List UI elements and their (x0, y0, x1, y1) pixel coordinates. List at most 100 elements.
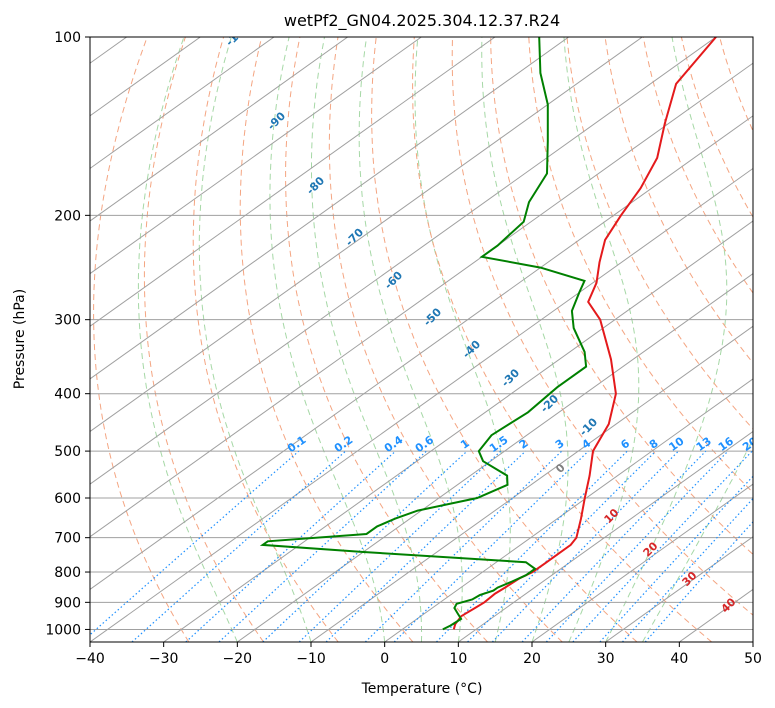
moist-adiabat (481, 37, 569, 642)
x-tick-label: 40 (670, 651, 688, 667)
mixing-ratio-line (262, 450, 468, 642)
mixing-ratio-label: 2 (517, 437, 531, 452)
y-axis-title: Pressure (hPa) (12, 289, 28, 389)
moist-adiabat (605, 37, 728, 642)
mixing-ratio-label: 0.2 (332, 433, 355, 455)
moist-adiabat (269, 37, 386, 642)
mixing-ratio-line (491, 450, 679, 642)
plot-area: 0.1 0.2 0.4 0.6 1 1.5 2 3 4 6 8 10 13 16 20-100-90-80-… (90, 20, 775, 642)
dry-adiabat-label: -40 (460, 338, 483, 361)
y-tick-label: 700 (54, 531, 81, 547)
dry-adiabat (528, 37, 753, 494)
dry-adiabats (93, 37, 775, 642)
sounding-series (259, 37, 717, 631)
dry-adiabat (371, 37, 638, 642)
isotherm (90, 37, 422, 275)
x-tick-label: −30 (149, 651, 179, 667)
x-tick-label: 0 (380, 651, 389, 667)
mixing-ratio-line (218, 450, 427, 642)
plot-frame (89, 36, 754, 643)
dry-adiabat (285, 37, 488, 642)
y-tick-label: 900 (54, 595, 81, 611)
mixing-ratio-line (545, 450, 729, 642)
dry-adiabat-label: 40 (719, 595, 739, 615)
dry-adiabat (719, 37, 753, 133)
mixing-ratio-label: 0.1 (285, 433, 308, 455)
mixing-ratio-line (90, 450, 300, 636)
dry-adiabat (143, 37, 264, 642)
x-tick-label: 30 (597, 651, 615, 667)
isotherm (531, 483, 753, 642)
isotherm (90, 167, 753, 642)
chart-title: wetPf2_GN04.2025.304.12.37.R24 (284, 11, 560, 31)
y-tick-label: 300 (54, 313, 81, 329)
mixing-ratio-line (467, 450, 657, 642)
isotherm (90, 37, 643, 433)
y-tick-label: 500 (54, 444, 81, 460)
x-tick-label: −20 (223, 651, 253, 667)
dry-adiabat (412, 37, 713, 642)
isotherm (90, 37, 717, 485)
x-tick-label: 20 (523, 651, 541, 667)
isotherm (90, 37, 496, 327)
mixing-ratio-label: 1 (458, 437, 472, 452)
dry-adiabat (566, 37, 753, 430)
x-tick-label: 10 (449, 651, 467, 667)
moist-adiabat (311, 37, 423, 642)
dry-adiabat-label: 20 (640, 539, 660, 559)
dry-adiabat (758, 37, 775, 642)
isotherm (90, 37, 569, 380)
isobars (90, 37, 753, 630)
mixing-ratio-line (621, 497, 753, 642)
moist-adiabat (563, 37, 640, 642)
isotherm (90, 62, 753, 538)
y-tick-label: 800 (54, 565, 81, 581)
isotherm (605, 536, 753, 642)
x-tick-label: −10 (296, 651, 326, 667)
x-tick-label: 50 (744, 651, 762, 667)
dry-adiabat (93, 37, 190, 642)
moist-adiabat (414, 37, 511, 642)
dry-adiabat (328, 37, 563, 642)
mixing-ratio-line (131, 450, 346, 642)
mixing-ratio-line (644, 520, 753, 642)
moist-adiabat (358, 37, 463, 642)
temperature-line (452, 37, 717, 630)
mixing-ratio-line (298, 450, 502, 642)
isotherm (237, 273, 753, 642)
x-axis-title: Temperature (°C) (361, 681, 483, 697)
mixing-ratio-line (599, 475, 753, 642)
isotherm (90, 115, 753, 590)
y-tick-label: 1000 (45, 622, 81, 638)
dry-adiabat-label: -20 (538, 392, 561, 415)
isotherm (90, 37, 275, 170)
isotherm (384, 378, 753, 642)
isotherms (90, 37, 753, 642)
mixing-ratio-label: 3 (553, 437, 567, 452)
isotherm (752, 641, 753, 642)
dry-adiabat-label: -100 (223, 20, 252, 49)
y-axis: 100 200 300 400 500 600 700 800 900 1000 (45, 30, 90, 638)
mixing-ratio-label: 0.6 (413, 433, 437, 455)
mixing-ratio-lines (90, 450, 753, 642)
mixing-ratio-line (521, 450, 707, 642)
mixing-ratio-line (435, 450, 628, 642)
dry-adiabat-label: -70 (343, 226, 366, 249)
dry-adiabat-label: -50 (421, 305, 444, 328)
y-tick-label: 100 (54, 30, 81, 46)
x-axis: −40 −30 −20 −10 0 10 20 30 40 50 (75, 642, 762, 667)
dry-adiabat-label: -90 (265, 109, 288, 132)
y-tick-label: 600 (54, 491, 81, 507)
mixing-ratio-label: 0.4 (382, 433, 406, 455)
x-tick-label: −40 (75, 651, 105, 667)
isotherm (90, 37, 348, 222)
mixing-ratio-line (393, 450, 589, 642)
isotherm (310, 325, 753, 642)
dry-adiabat (490, 37, 753, 556)
mixing-ratio-label: 6 (618, 437, 632, 452)
dry-adiabat (451, 37, 753, 616)
isotherm (458, 430, 753, 642)
y-tick-label: 200 (54, 208, 81, 224)
mixing-ratio-label: 8 (647, 437, 661, 452)
